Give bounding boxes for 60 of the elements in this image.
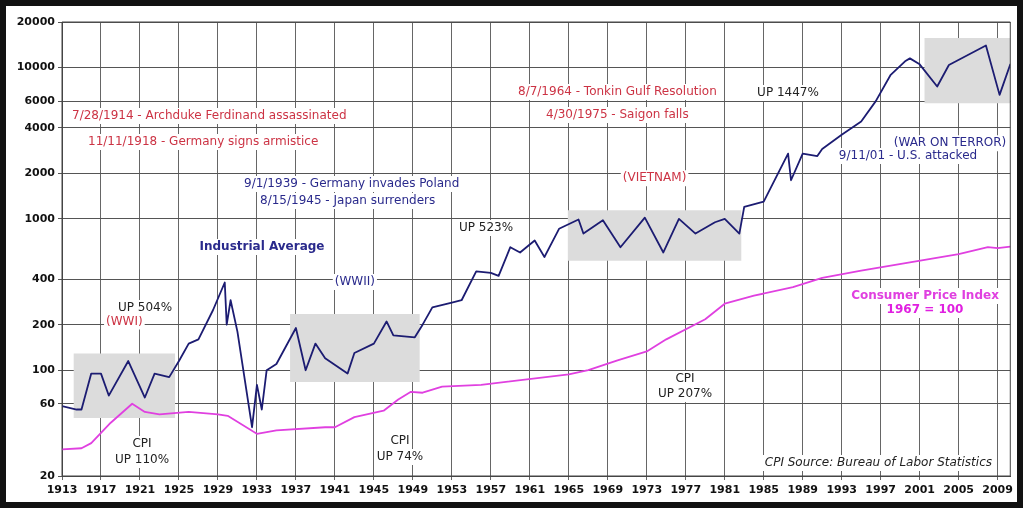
- y-tick-label: 20: [39, 468, 56, 482]
- x-tick-label: 1961: [514, 483, 546, 497]
- y-tick-label: 1000: [24, 211, 56, 225]
- x-tick-label: 1977: [670, 483, 702, 497]
- annotation: 1967 = 100: [886, 302, 964, 317]
- x-tick-label: 1933: [241, 483, 273, 497]
- x-tick-label: 1965: [553, 483, 585, 497]
- x-tick-label: 1921: [124, 483, 156, 497]
- x-tick-label: 2009: [982, 483, 1013, 497]
- annotation: 9/11/01 - U.S. attacked: [838, 148, 978, 163]
- annotation: 11/11/1918 - Germany signs armistice: [88, 134, 319, 149]
- band-label: (WWII): [334, 274, 375, 289]
- y-tick-label: 60: [39, 396, 56, 410]
- annotation: 9/1/1939 - Germany invades Poland: [244, 176, 460, 191]
- x-tick-label: 1957: [475, 483, 507, 497]
- x-tick-label: 1985: [748, 483, 780, 497]
- x-tick-label: 2001: [904, 483, 935, 497]
- x-tick-label: 1949: [397, 483, 429, 497]
- x-tick-label: 1989: [787, 483, 819, 497]
- x-tick-label: 1929: [202, 483, 234, 497]
- band-label: (WAR ON TERROR): [893, 135, 1007, 150]
- x-tick-label: 1981: [709, 483, 741, 497]
- annotation: UP 1447%: [757, 85, 819, 100]
- x-tick-label: 1953: [436, 483, 468, 497]
- y-tick-label: 4000: [24, 120, 56, 134]
- x-tick-label: 1993: [826, 483, 857, 497]
- x-tick-label: 1997: [865, 483, 896, 497]
- series-label: Consumer Price Index: [851, 288, 1000, 303]
- y-tick-label: 20000: [16, 14, 56, 28]
- x-tick-label: 1969: [592, 483, 624, 497]
- annotation: 7/28/1914 - Archduke Ferdinand assassinated: [72, 108, 347, 123]
- annotation: 8/7/1964 - Tonkin Gulf Resolution: [518, 84, 717, 99]
- x-tick-label: 1945: [358, 483, 390, 497]
- y-tick-label: 2000: [24, 166, 56, 180]
- y-tick-label: 6000: [24, 93, 56, 107]
- y-tick-label: 100: [32, 363, 56, 377]
- annotation: CPI: [390, 433, 410, 448]
- annotation: UP 207%: [657, 386, 713, 401]
- x-tick-label: 1925: [163, 483, 195, 497]
- x-tick-label: 1937: [280, 483, 312, 497]
- annotation: 8/15/1945 - Japan surrenders: [260, 193, 436, 208]
- annotation: CPI Source: Bureau of Labor Statistics: [764, 455, 992, 470]
- y-tick-label: 400: [32, 271, 56, 285]
- y-tick-label: 200: [32, 317, 56, 331]
- annotation: UP 523%: [458, 220, 514, 235]
- annotation: UP 504%: [117, 300, 173, 315]
- annotation: CPI: [132, 436, 152, 451]
- band-label: (VIETNAM): [622, 170, 687, 185]
- x-tick-label: 2005: [943, 483, 974, 497]
- x-tick-label: 1917: [85, 483, 117, 497]
- text: Industrial Average: [199, 239, 325, 254]
- band-label: (WWI): [106, 313, 143, 328]
- annotation: UP 110%: [114, 452, 170, 467]
- x-tick-label: 1913: [46, 483, 78, 497]
- y-tick-label: 10000: [16, 60, 56, 74]
- annotation: CPI: [675, 371, 695, 386]
- x-tick-label: 1973: [631, 483, 663, 497]
- x-tick-label: 1941: [319, 483, 351, 497]
- annotation: 4/30/1975 - Saigon falls: [546, 107, 689, 122]
- annotation: UP 74%: [376, 449, 424, 464]
